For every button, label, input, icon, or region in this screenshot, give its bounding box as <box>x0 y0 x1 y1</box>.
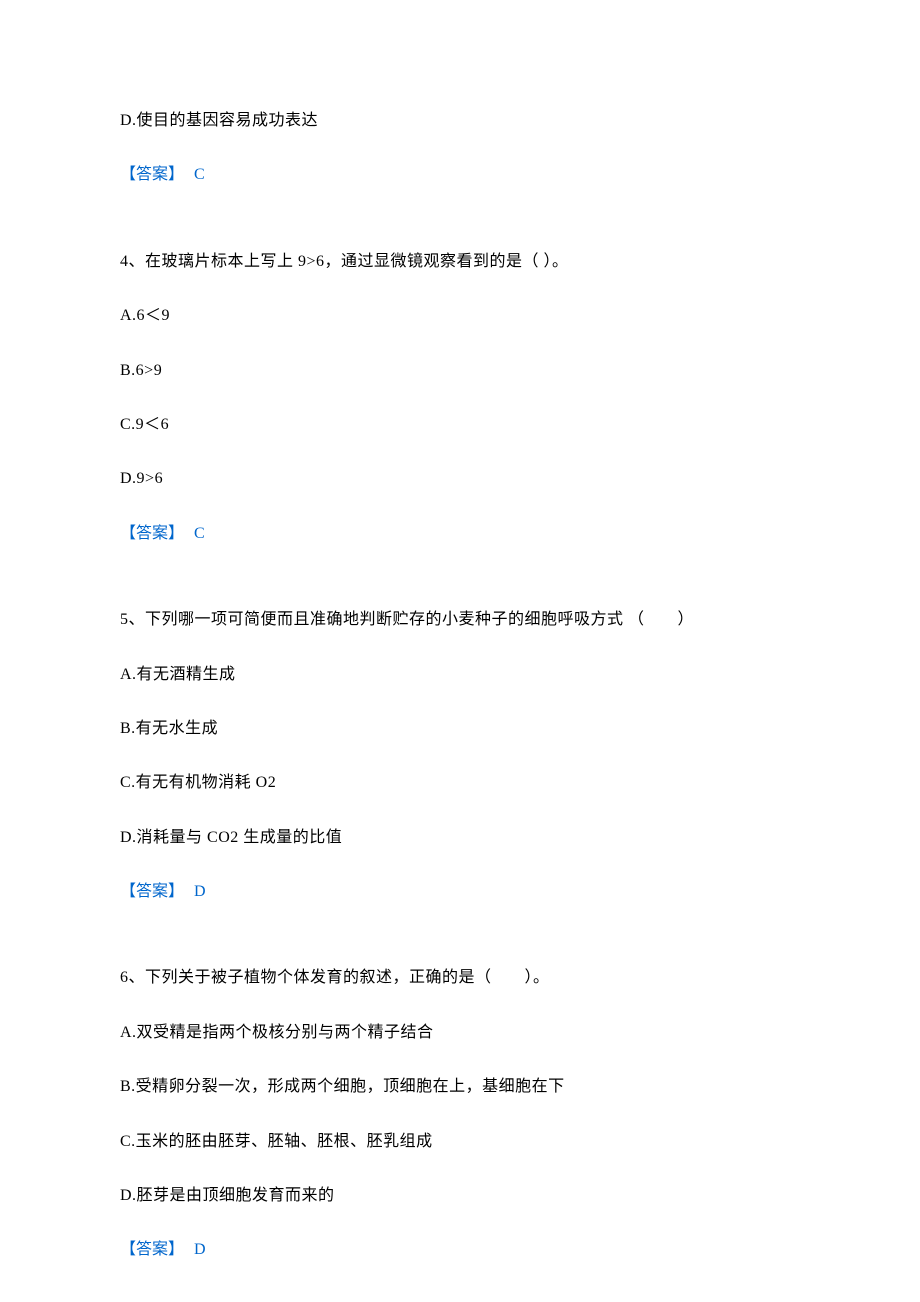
answer-letter: C <box>190 166 205 183</box>
q4-option-a: A.6＜9 <box>120 305 800 327</box>
answer-letter: C <box>190 525 205 542</box>
answer-label: 【答案】 <box>120 166 184 183</box>
q6-answer: 【答案】 D <box>120 1239 800 1261</box>
answer-label: 【答案】 <box>120 525 184 542</box>
answer-label: 【答案】 <box>120 1241 184 1258</box>
q6-option-b: B.受精卵分裂一次，形成两个细胞，顶细胞在上，基细胞在下 <box>120 1076 800 1098</box>
q4-option-d: D.9>6 <box>120 468 800 490</box>
q3-option-d: D.使目的基因容易成功表达 <box>120 110 800 132</box>
q4-answer: 【答案】 C <box>120 523 800 545</box>
q4-option-b: B.6>9 <box>120 360 800 382</box>
section-gap <box>120 219 800 251</box>
q5-answer: 【答案】 D <box>120 881 800 903</box>
q6-option-d: D.胚芽是由顶细胞发育而来的 <box>120 1185 800 1207</box>
q5-option-c: C.有无有机物消耗 O2 <box>120 772 800 794</box>
q5-option-d: D.消耗量与 CO2 生成量的比值 <box>120 827 800 849</box>
q3-answer: 【答案】 C <box>120 164 800 186</box>
section-gap <box>120 577 800 609</box>
answer-label: 【答案】 <box>120 883 184 900</box>
q4-stem: 4、在玻璃片标本上写上 9>6，通过显微镜观察看到的是（ ）。 <box>120 251 800 273</box>
q5-stem: 5、下列哪一项可简便而且准确地判断贮存的小麦种子的细胞呼吸方式 （ ） <box>120 609 800 631</box>
answer-letter: D <box>190 1241 206 1258</box>
answer-letter: D <box>190 883 206 900</box>
q5-option-a: A.有无酒精生成 <box>120 664 800 686</box>
q6-stem: 6、下列关于被子植物个体发育的叙述，正确的是（ ）。 <box>120 967 800 989</box>
q6-option-c: C.玉米的胚由胚芽、胚轴、胚根、胚乳组成 <box>120 1131 800 1153</box>
q4-option-c: C.9＜6 <box>120 414 800 436</box>
q6-option-a: A.双受精是指两个极核分别与两个精子结合 <box>120 1022 800 1044</box>
q5-option-b: B.有无水生成 <box>120 718 800 740</box>
section-gap <box>120 935 800 967</box>
